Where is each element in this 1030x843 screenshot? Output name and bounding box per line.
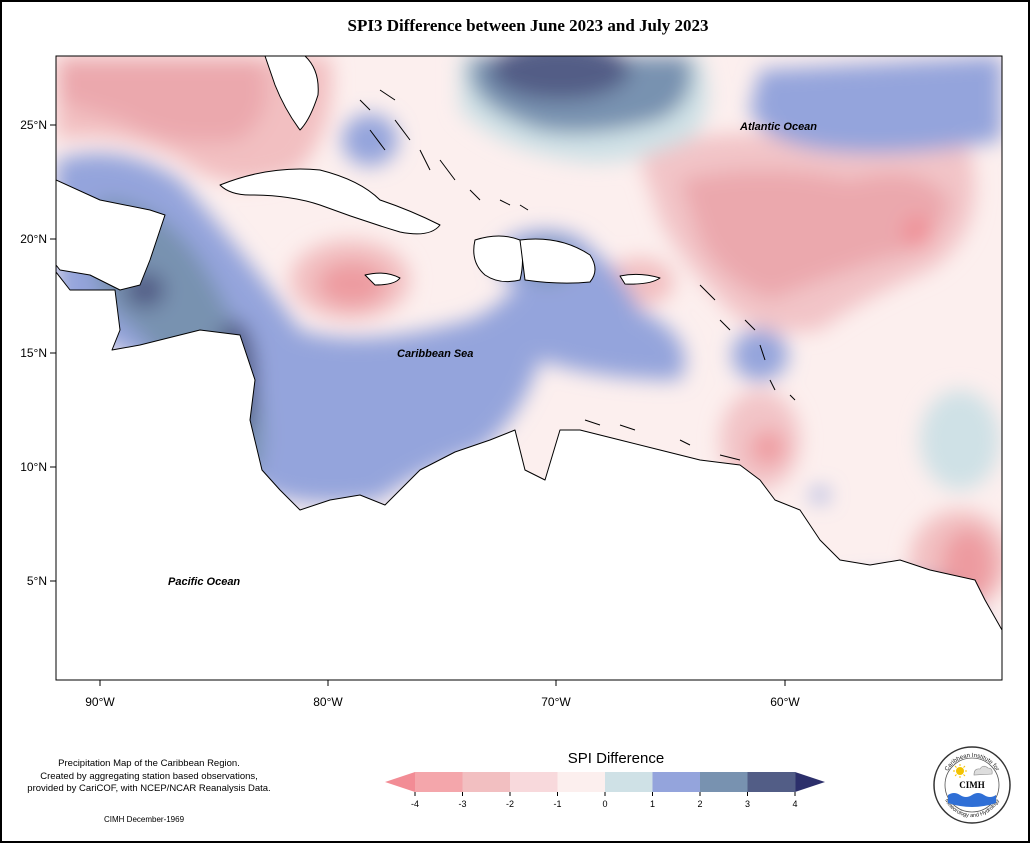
legend-swatch bbox=[510, 772, 558, 792]
legend-tick-label: 3 bbox=[745, 799, 750, 809]
legend-tick-label: -3 bbox=[458, 799, 466, 809]
legend-arrow-low bbox=[385, 772, 415, 792]
land-outlines bbox=[56, 56, 1002, 680]
legend-tick-label: 2 bbox=[697, 799, 702, 809]
legend-swatch bbox=[652, 772, 701, 792]
y-tick-label: 25°N bbox=[20, 118, 47, 132]
cloud-icon bbox=[973, 765, 993, 776]
map-description: Precipitation Map of the Caribbean Regio… bbox=[8, 758, 290, 796]
description-line: Precipitation Map of the Caribbean Regio… bbox=[58, 758, 240, 769]
legend-title: SPI Difference bbox=[567, 750, 665, 767]
legend-tick-label: 0 bbox=[602, 799, 607, 809]
map-title: SPI3 Difference between June 2023 and Ju… bbox=[347, 16, 709, 35]
legend-swatch bbox=[605, 772, 653, 792]
y-tick-label: 5°N bbox=[27, 574, 47, 588]
y-tick-label: 10°N bbox=[20, 460, 47, 474]
x-tick-label: 70°W bbox=[541, 695, 571, 709]
x-tick-label: 90°W bbox=[85, 695, 115, 709]
legend-swatch bbox=[415, 772, 463, 792]
waves-icon bbox=[948, 793, 996, 807]
description-line: provided by CariCOF, with NCEP/NCAR Rean… bbox=[27, 783, 271, 794]
legend-swatch bbox=[747, 772, 796, 792]
legend-arrow-high bbox=[795, 772, 825, 792]
legend-swatch bbox=[557, 772, 606, 792]
legend-tick-label: -2 bbox=[506, 799, 514, 809]
caribbean-sea-label: Caribbean Sea bbox=[397, 348, 473, 360]
pacific-ocean-label: Pacific Ocean bbox=[168, 576, 240, 588]
description-line: Created by aggregating station based obs… bbox=[40, 770, 258, 782]
legend-tick-label: -4 bbox=[411, 799, 419, 809]
cimh-logo: Caribbean Institute for Meteorology and … bbox=[933, 746, 1011, 824]
color-legend: -4 -3 -2 -1 0 1 2 3 4 bbox=[385, 772, 825, 809]
y-axis: 25°N 20°N 15°N 10°N 5°N bbox=[20, 118, 56, 588]
legend-tick-label: 1 bbox=[650, 799, 655, 809]
credit-text: CIMH December-1969 bbox=[104, 815, 185, 824]
logo-abbrev: CIMH bbox=[959, 780, 985, 790]
legend-tick-label: 4 bbox=[792, 799, 797, 809]
legend-tick-label: -1 bbox=[553, 799, 561, 809]
x-axis: 90°W 80°W 70°W 60°W bbox=[85, 680, 800, 709]
x-tick-label: 60°W bbox=[770, 695, 800, 709]
spi-field bbox=[56, 56, 1002, 680]
y-tick-label: 20°N bbox=[20, 232, 47, 246]
small-islands bbox=[359, 89, 796, 461]
legend-swatch bbox=[462, 772, 511, 792]
legend-swatch bbox=[700, 772, 748, 792]
atlantic-ocean-label: Atlantic Ocean bbox=[739, 121, 817, 133]
map-border bbox=[55, 55, 1003, 681]
sun-icon bbox=[953, 764, 967, 778]
y-tick-label: 15°N bbox=[20, 346, 47, 360]
x-tick-label: 80°W bbox=[313, 695, 343, 709]
